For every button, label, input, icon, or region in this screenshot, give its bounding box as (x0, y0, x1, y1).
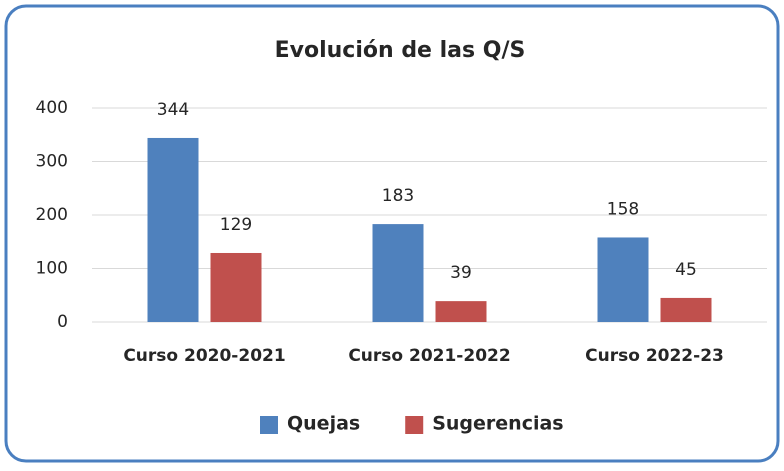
bar (147, 137, 199, 322)
data-label: 158 (607, 199, 639, 219)
bar (435, 301, 487, 322)
legend-swatch (405, 416, 424, 434)
legend-swatch (260, 416, 278, 434)
x-tick-label: Curso 2021-2022 (348, 346, 510, 366)
bar (660, 297, 712, 322)
y-tick-label: 200 (36, 205, 68, 225)
y-tick-label: 0 (57, 312, 68, 332)
data-label: 183 (382, 186, 414, 206)
bar (372, 224, 424, 322)
y-tick-label: 400 (36, 98, 68, 118)
x-tick-label: Curso 2020-2021 (123, 346, 285, 366)
data-label: 344 (157, 100, 189, 120)
data-label: 129 (220, 215, 252, 235)
bar (597, 237, 649, 322)
data-label: 45 (675, 260, 697, 280)
y-tick-label: 300 (36, 152, 68, 172)
chart-title: Evolución de las Q/S (275, 38, 526, 63)
legend-label: Sugerencias (432, 413, 563, 435)
bar (210, 252, 262, 322)
legend-label: Quejas (287, 413, 360, 435)
y-tick-label: 100 (36, 259, 68, 279)
x-tick-label: Curso 2022-23 (585, 346, 724, 366)
data-label: 39 (450, 263, 472, 283)
